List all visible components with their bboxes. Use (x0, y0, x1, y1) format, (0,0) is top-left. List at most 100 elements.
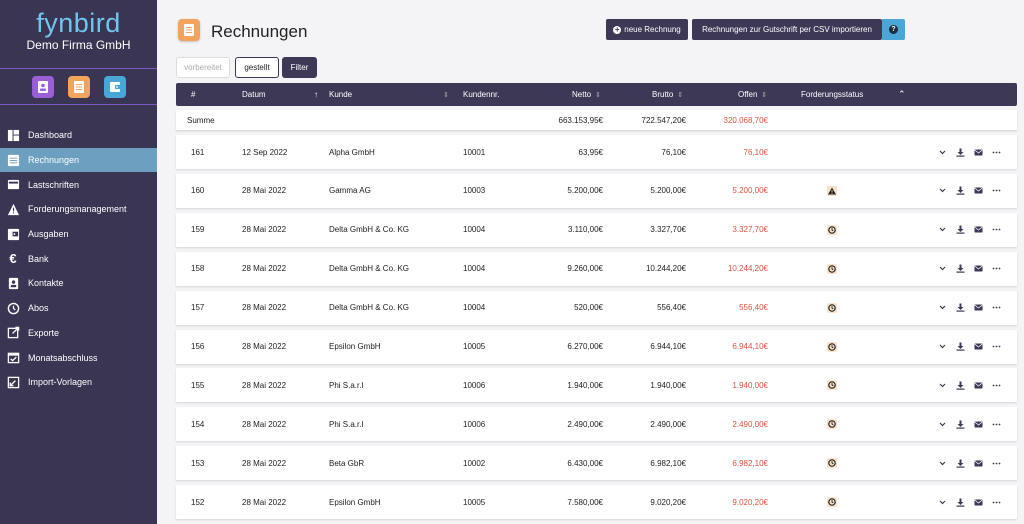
mail-icon[interactable] (974, 342, 983, 351)
col-brutto[interactable]: Brutto ⇕ (652, 83, 683, 106)
pending-status-icon[interactable] (827, 341, 837, 352)
table-row[interactable]: 152 28 Mai 2022 Epsilon GmbH 10005 7.580,00€… (176, 485, 1017, 520)
mail-icon[interactable] (974, 303, 983, 312)
more-icon[interactable] (992, 186, 1001, 195)
chevron-down-icon[interactable] (938, 264, 947, 273)
pending-status-icon[interactable] (827, 263, 837, 274)
pending-status-icon[interactable] (827, 302, 837, 313)
col-netto[interactable]: Netto ⇕ (572, 83, 601, 106)
sidebar-item-import-vorlagen[interactable]: Import-Vorlagen (0, 370, 157, 395)
more-icon[interactable] (992, 498, 1001, 507)
help-button[interactable]: ? (882, 19, 905, 40)
more-icon[interactable] (992, 264, 1001, 273)
col-kunde[interactable]: Kunde ⇕ (329, 83, 449, 106)
sidebar-item-exporte[interactable]: Exporte (0, 321, 157, 346)
csv-import-button[interactable]: Rechnungen zur Gutschrift per CSV import… (692, 19, 882, 40)
new-invoice-button[interactable]: + neue Rechnung (606, 19, 688, 40)
download-icon[interactable] (956, 459, 965, 468)
sidebar-item-rechnungen[interactable]: Rechnungen (0, 147, 157, 173)
table-row[interactable]: 157 28 Mai 2022 Delta GmbH & Co. KG 10004 52… (176, 290, 1017, 325)
download-icon[interactable] (956, 342, 965, 351)
wallet-app-icon[interactable] (103, 76, 126, 98)
sidebar-item-monatsabschluss[interactable]: Monatsabschluss (0, 345, 157, 370)
download-icon[interactable] (956, 148, 965, 157)
sidebar-item-forderungsmanagement[interactable]: Forderungsmanagement (0, 197, 157, 222)
download-icon[interactable] (956, 498, 965, 507)
table-row[interactable]: 156 28 Mai 2022 Epsilon GmbH 10005 6.270,00€… (176, 329, 1017, 364)
sidebar-item-kontakte[interactable]: Kontakte (0, 271, 157, 296)
company-name[interactable]: Demo Firma GmbH (26, 38, 131, 52)
netto-amount: 2.490,00€ (567, 419, 603, 429)
download-icon[interactable] (956, 420, 965, 429)
mail-icon[interactable] (974, 381, 983, 390)
table-row[interactable]: 159 28 Mai 2022 Delta GmbH & Co. KG 10004 3.… (176, 212, 1017, 247)
col-status[interactable]: Forderungsstatus (801, 83, 863, 106)
col-brutto-label: Brutto (652, 90, 674, 99)
pending-status-icon[interactable] (827, 224, 837, 235)
contacts-app-icon[interactable] (31, 76, 54, 98)
invoice-date: 28 Mai 2022 (242, 497, 287, 507)
download-icon[interactable] (956, 225, 965, 234)
table-row[interactable]: 153 28 Mai 2022 Beta GbR 10002 6.430,00€ 6.98… (176, 446, 1017, 481)
pending-status-icon[interactable] (827, 497, 837, 508)
chevron-down-icon[interactable] (938, 186, 947, 195)
warning-status-icon[interactable] (827, 185, 837, 196)
chevron-down-icon[interactable] (938, 498, 947, 507)
col-datum[interactable]: Datum ↑ (242, 83, 318, 106)
chevron-down-icon[interactable] (938, 459, 947, 468)
chevron-down-icon[interactable] (938, 148, 947, 157)
col-offen[interactable]: Offen ⇕ (738, 83, 767, 106)
open-amount: 2.490,00€ (732, 419, 768, 429)
mail-icon[interactable] (974, 264, 983, 273)
download-icon[interactable] (956, 381, 965, 390)
pending-status-icon[interactable] (827, 458, 837, 469)
chevron-down-icon[interactable] (938, 225, 947, 234)
more-icon[interactable] (992, 381, 1001, 390)
status-cell (827, 446, 837, 480)
more-icon[interactable] (992, 342, 1001, 351)
chevron-down-icon[interactable] (938, 342, 947, 351)
sidebar-item-bank[interactable]: € Bank (0, 246, 157, 271)
mail-icon[interactable] (974, 498, 983, 507)
mail-icon[interactable] (974, 420, 983, 429)
collapse-icon[interactable]: ⌃ (898, 89, 906, 99)
brutto-amount: 6.982,10€ (650, 458, 686, 468)
table-row[interactable]: 155 28 Mai 2022 Phi S.a.r.l 10006 1.940,00€ 1… (176, 368, 1017, 403)
filter-vorbereitet-button[interactable]: vorbereitet (176, 57, 230, 78)
mail-icon[interactable] (974, 225, 983, 234)
filter-button[interactable]: Filter (282, 57, 317, 78)
brand-logo[interactable]: fynbird (36, 8, 121, 38)
download-icon[interactable] (956, 264, 965, 273)
col-kundennr[interactable]: Kundennr. (463, 83, 499, 106)
invoices-app-icon[interactable] (67, 76, 90, 98)
mail-icon[interactable] (974, 148, 983, 157)
sidebar-item-lastschriften[interactable]: Lastschriften (0, 172, 157, 197)
table-row[interactable]: 154 28 Mai 2022 Phi S.a.r.l 10006 2.490,00€ 2… (176, 407, 1017, 442)
pending-status-icon[interactable] (827, 380, 837, 391)
more-icon[interactable] (992, 420, 1001, 429)
download-icon[interactable] (956, 303, 965, 312)
download-icon[interactable] (956, 186, 965, 196)
more-icon[interactable] (992, 303, 1001, 312)
sidebar-item-label: Lastschriften (28, 179, 80, 190)
sidebar-item-dashboard[interactable]: Dashboard (0, 123, 157, 148)
table-row[interactable]: 160 28 Mai 2022 Gamma AG 10003 5.200,00€ 5.20… (176, 173, 1017, 208)
col-nr[interactable]: # (191, 83, 195, 106)
chevron-down-icon[interactable] (938, 420, 947, 429)
more-icon[interactable] (992, 459, 1001, 468)
customer-number: 10006 (463, 380, 486, 390)
sidebar-item-abos[interactable]: Abos (0, 296, 157, 321)
more-icon[interactable] (992, 225, 1001, 234)
pending-status-icon[interactable] (827, 419, 837, 430)
more-icon[interactable] (992, 148, 1001, 157)
mail-icon[interactable] (974, 459, 983, 468)
mail-icon[interactable] (974, 186, 983, 195)
customer-name: Delta GmbH & Co. KG (329, 225, 410, 235)
table-row[interactable]: 161 12 Sep 2022 Alpha GmbH 10001 63,95€ 76,10… (176, 135, 1017, 169)
chevron-down-icon[interactable] (938, 303, 947, 312)
table-row[interactable]: 158 28 Mai 2022 Delta GmbH & Co. KG 10004 9.… (176, 251, 1017, 286)
filter-gestellt-button[interactable]: gestellt (235, 57, 279, 78)
sidebar-item-ausgaben[interactable]: Ausgaben (0, 222, 157, 247)
divider (0, 68, 157, 69)
chevron-down-icon[interactable] (938, 381, 947, 390)
